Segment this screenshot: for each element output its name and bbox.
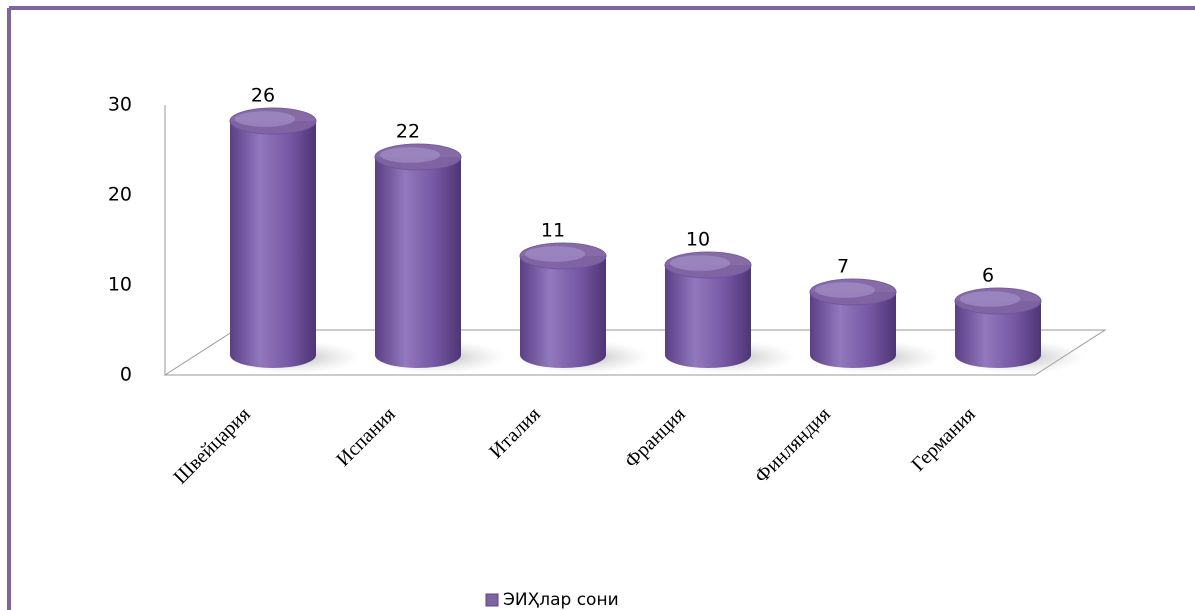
data-label: 7 [837, 256, 849, 278]
y-tick-label: 10 [108, 274, 132, 296]
x-tick-label: Франция [620, 403, 689, 472]
x-tick-label: Швейцария [170, 403, 255, 488]
y-tick-label: 30 [108, 94, 132, 116]
x-tick-label: Испания [332, 403, 400, 471]
x-tick-label: Финляндия [751, 403, 835, 487]
bar [810, 292, 896, 368]
y-tick-label: 20 [108, 184, 132, 206]
data-label: 11 [541, 220, 565, 242]
data-label: 22 [396, 121, 420, 143]
bar-top-highlight [959, 291, 1021, 307]
data-label: 26 [251, 85, 275, 107]
x-tick-label: Германия [907, 403, 980, 476]
bar [520, 256, 606, 368]
bar [665, 265, 751, 368]
bar-top-highlight [379, 147, 441, 163]
y-tick-label: 0 [120, 364, 132, 386]
data-label: 6 [982, 265, 994, 287]
bar [955, 301, 1041, 368]
bar-top-highlight [234, 111, 296, 127]
data-label: 10 [686, 229, 710, 251]
bar-top-highlight [524, 246, 586, 262]
bar [230, 121, 316, 368]
x-tick-label: Италия [485, 403, 545, 463]
bar-top-highlight [814, 282, 876, 298]
legend-label: ЭИҲлар сони [503, 590, 619, 610]
legend-swatch [485, 593, 499, 607]
bar-top-highlight [669, 255, 731, 271]
bar [375, 157, 461, 368]
